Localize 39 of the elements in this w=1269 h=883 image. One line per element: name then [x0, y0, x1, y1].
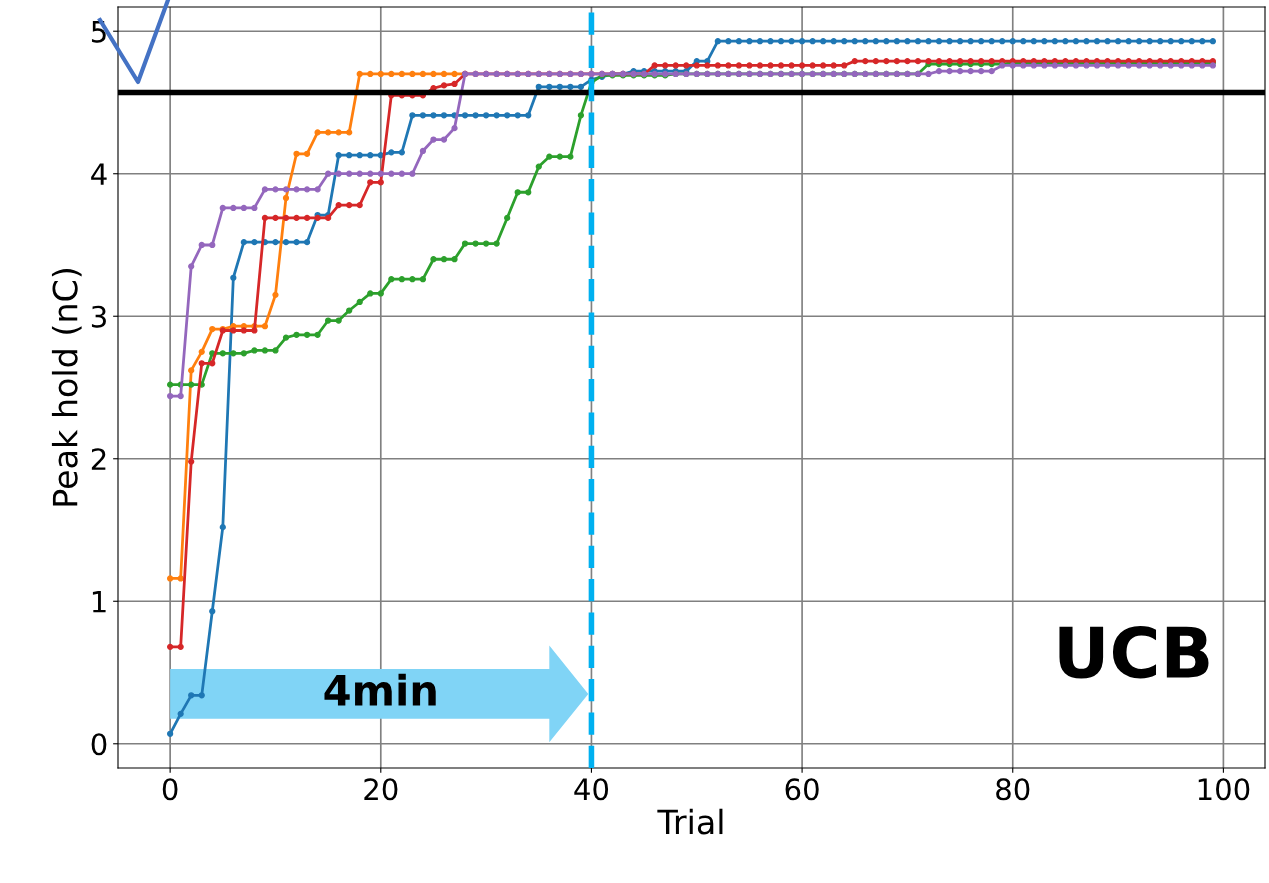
point — [209, 325, 216, 333]
y-tick-label: 3 — [91, 305, 106, 328]
point — [314, 129, 321, 136]
x-axis-title: Trial — [657, 808, 723, 835]
x-tick-label: 20 — [364, 778, 398, 801]
point — [335, 129, 342, 136]
point — [346, 129, 353, 136]
point — [398, 70, 405, 78]
point — [440, 70, 448, 78]
y-tick-label: 2 — [91, 448, 106, 470]
point — [451, 70, 458, 78]
annotation: 4min — [324, 673, 436, 706]
point — [409, 70, 416, 78]
x-tick-label: 80 — [996, 778, 1030, 801]
point — [419, 70, 427, 78]
y-tick-label: 4 — [91, 163, 107, 185]
x-tick-label: 0 — [162, 778, 178, 801]
point — [282, 194, 290, 202]
point — [167, 575, 174, 582]
point — [188, 367, 195, 374]
point — [367, 70, 374, 78]
x-tick-label: 40 — [574, 778, 609, 801]
point — [388, 70, 395, 78]
x-tick-label: 60 — [785, 778, 819, 801]
point — [272, 291, 279, 298]
point — [430, 70, 437, 78]
point — [303, 150, 311, 157]
point — [324, 129, 332, 136]
y-tick-label: 1 — [92, 591, 106, 613]
point — [293, 150, 300, 157]
annotation: UCB — [1059, 625, 1209, 679]
y-tick-label: 0 — [91, 733, 107, 756]
y-axis-title: Peak hold (nC) — [51, 269, 82, 506]
point — [177, 575, 184, 582]
point — [377, 70, 384, 78]
x-tick-label: 100 — [1198, 778, 1250, 801]
point — [261, 323, 269, 330]
point — [356, 70, 363, 78]
point — [198, 348, 205, 355]
